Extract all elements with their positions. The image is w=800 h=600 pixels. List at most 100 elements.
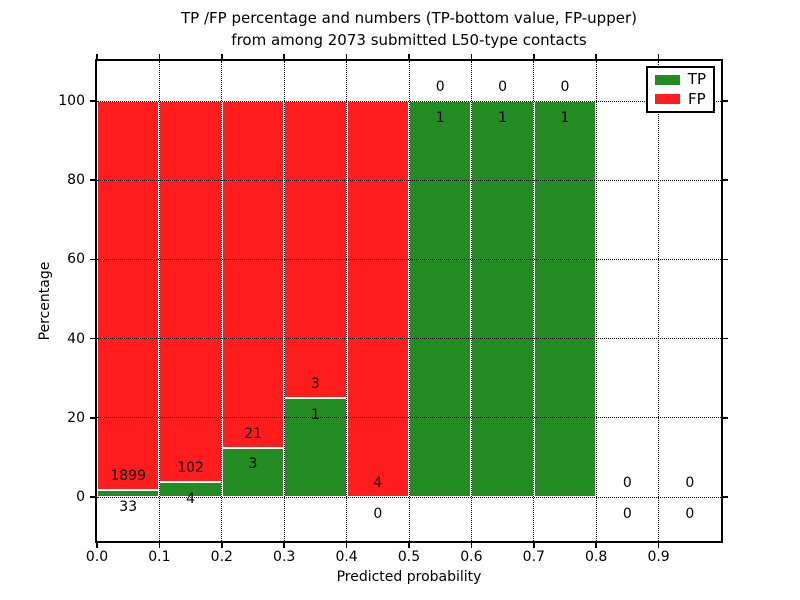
tp-count-label: 0 [373, 505, 383, 522]
fp-count-label: 0 [560, 79, 570, 96]
tp-legend-label: TP [687, 70, 706, 89]
x-tick-top [408, 54, 410, 59]
gridline-vertical [533, 61, 535, 541]
tp-bar-segment [471, 101, 534, 497]
x-tick-top [595, 54, 597, 59]
tp-count-label: 1 [435, 109, 445, 126]
gridline-vertical [158, 61, 160, 541]
x-axis-label: Predicted probability [336, 569, 482, 585]
gridline-vertical [346, 61, 348, 541]
tp-bar-segment [409, 101, 472, 497]
y-tick-label: 100 [58, 93, 85, 109]
gridline-vertical [221, 61, 223, 541]
x-tick-bottom [595, 543, 597, 548]
x-tick-label: 0.9 [647, 549, 670, 565]
x-tick-label: 0.2 [210, 549, 233, 565]
tp-count-label: 3 [248, 456, 258, 473]
x-tick-label: 0.7 [522, 549, 545, 565]
chart-title-line2: from among 2073 submitted L50-type conta… [231, 31, 587, 49]
tp-count-label: 4 [186, 490, 196, 507]
tp-bar-segment [159, 482, 222, 497]
fp-bar-segment [221, 101, 285, 448]
fp-count-label: 1899 [110, 468, 147, 485]
x-tick-bottom [345, 543, 348, 548]
x-tick-top [283, 54, 285, 59]
y-tick-label: 40 [67, 330, 85, 347]
fp-legend-swatch [655, 94, 680, 105]
x-tick-label: 0.5 [397, 549, 421, 565]
fp-count-label: 21 [244, 425, 262, 442]
y-tick-left [90, 100, 95, 102]
x-tick-label: 0.6 [460, 549, 483, 565]
tp-count-label: 33 [119, 498, 138, 515]
y-tick-right [723, 179, 728, 181]
fp-bar-segment [159, 101, 222, 483]
x-tick-bottom [408, 543, 410, 548]
y-tick-left [90, 337, 95, 340]
legend: TP FP [646, 66, 715, 113]
y-tick-left [90, 417, 95, 419]
legend-item-tp: TP [655, 72, 706, 87]
x-tick-label: 0.1 [148, 549, 171, 565]
fp-legend-label: FP [688, 89, 706, 108]
y-tick-left [90, 258, 95, 261]
gridline-vertical [658, 61, 660, 541]
gridline-horizontal [97, 338, 721, 340]
x-tick-top [657, 54, 660, 59]
fp-bar-segment [346, 101, 409, 497]
x-tick-top [345, 54, 348, 59]
gridline-horizontal [97, 179, 721, 181]
x-tick-label: 0.8 [585, 549, 608, 565]
legend-item-fp: FP [655, 89, 706, 108]
fp-count-label: 0 [498, 79, 508, 96]
y-tick-right [723, 258, 728, 261]
x-tick-top [158, 54, 161, 59]
tp-count-label: 1 [560, 109, 570, 126]
y-tick-right [723, 100, 728, 102]
x-tick-bottom [657, 543, 660, 548]
x-tick-top [96, 54, 98, 59]
x-tick-label: 0.3 [273, 549, 296, 565]
x-tick-bottom [158, 543, 161, 548]
y-tick-right [723, 337, 728, 340]
y-tick-label: 80 [67, 172, 85, 189]
fp-bar-segment [97, 101, 160, 491]
y-tick-left [90, 179, 95, 181]
x-tick-label: 0.4 [335, 549, 358, 565]
tp-count-label: 0 [622, 505, 632, 522]
y-tick-label: 20 [67, 409, 85, 426]
gridline-vertical [470, 61, 472, 541]
gridline-horizontal [97, 100, 721, 102]
gridline-vertical [595, 61, 597, 541]
tp-count-label: 1 [310, 406, 320, 423]
x-tick-bottom [221, 543, 223, 548]
gridline-horizontal [97, 496, 721, 498]
y-tick-label: 60 [67, 251, 85, 268]
x-tick-bottom [283, 543, 285, 548]
chart-title: TP /FP percentage and numbers (TP-bottom… [97, 7, 721, 51]
x-tick-bottom [533, 543, 535, 548]
gridline-horizontal [97, 258, 721, 260]
tp-count-label: 0 [685, 505, 695, 522]
x-tick-bottom [96, 543, 98, 548]
fp-count-label: 0 [622, 475, 632, 492]
plot-area: 1899 33 102 4 21 3 3 1 4 0 0 1 0 1 0 1 0 0 0 0 0.0 0.1 0.2 0.3 0… [58, 54, 728, 565]
fp-count-label: 0 [685, 475, 695, 492]
fp-count-label: 4 [373, 475, 383, 492]
y-tick-left [90, 496, 95, 498]
y-tick-right [723, 496, 728, 498]
tp-bar-segment [284, 398, 347, 497]
x-tick-top [533, 54, 535, 59]
x-tick-top [221, 54, 223, 59]
y-axis-label: Percentage [37, 261, 53, 341]
tp-legend-swatch [655, 74, 680, 85]
fp-bar-segment [284, 101, 347, 398]
fp-count-label: 102 [177, 460, 204, 477]
gridline-horizontal [97, 417, 721, 419]
y-tick-right [723, 417, 728, 419]
x-tick-label: 0.0 [85, 549, 109, 565]
fp-count-label: 3 [310, 376, 320, 393]
tp-count-label: 1 [498, 109, 508, 126]
y-tick-label: 0 [76, 489, 85, 505]
